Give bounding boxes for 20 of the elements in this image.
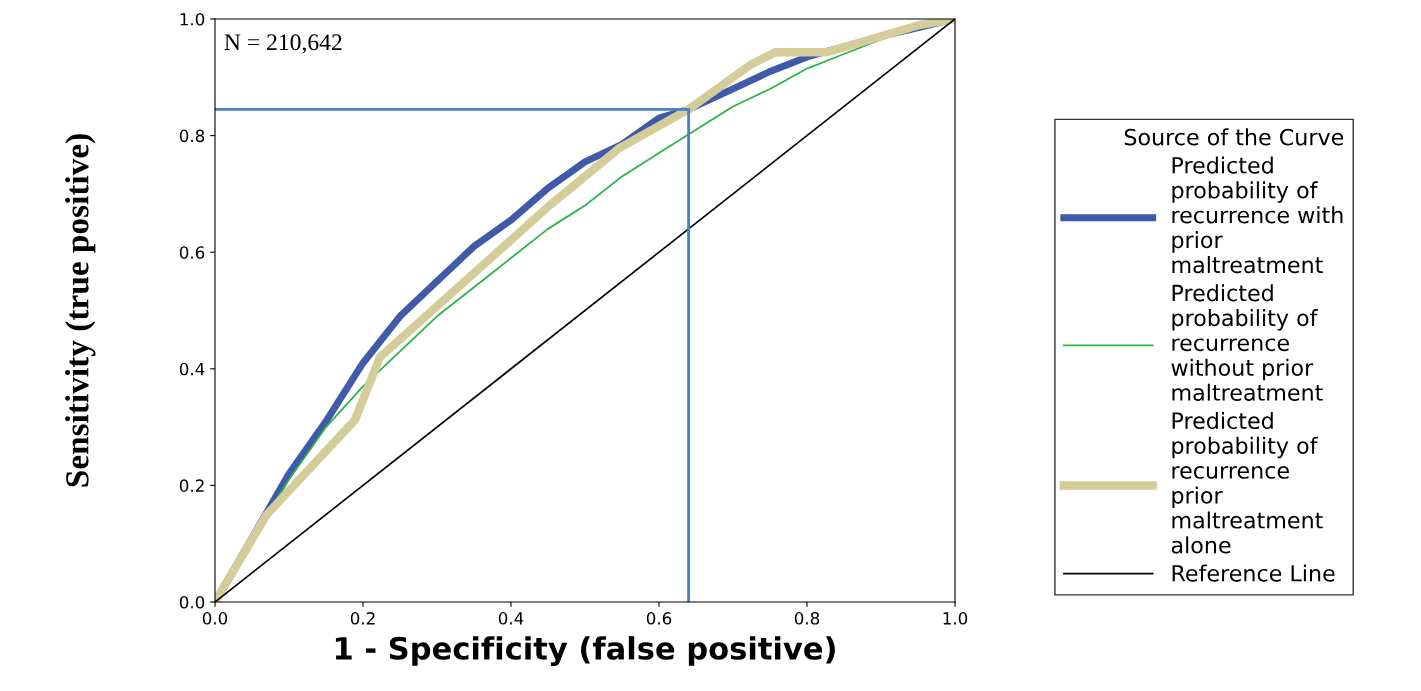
legend-label: Reference Line	[1172, 564, 1335, 582]
x-tick-label: 0.2	[350, 612, 375, 625]
x-tick-label: 0.8	[794, 612, 820, 625]
legend-label: Predicted probability of recurrence without prior maltreatment	[1171, 284, 1323, 401]
y-tick-label: 0.8	[179, 129, 205, 143]
y-tick-label: 0.4	[179, 362, 205, 376]
y-tick-label: 0.2	[179, 479, 204, 492]
x-tick-label: 0.6	[646, 612, 672, 625]
annotation: N = 210,642	[224, 34, 342, 54]
y-tick-label: 1.0	[180, 12, 205, 26]
x-tick-label: 1.0	[943, 612, 968, 625]
x-tick-label: 0.4	[498, 612, 524, 625]
y-tick-label: 0.0	[179, 595, 205, 609]
legend-label: Predicted probability of recurrence prior maltreatment alone	[1171, 411, 1323, 554]
y-tick-label: 0.6	[179, 246, 205, 259]
x-axis-title: 1 - Specificity (false positive)	[335, 636, 835, 666]
x-tick-label: 0.0	[202, 612, 228, 625]
legend-label: Predicted probability of recurrence with prior maltreatment	[1172, 156, 1343, 274]
y-axis-title: Sensitivity (true positive)	[65, 134, 96, 487]
legend-title: Source of the Curve	[1124, 128, 1344, 146]
